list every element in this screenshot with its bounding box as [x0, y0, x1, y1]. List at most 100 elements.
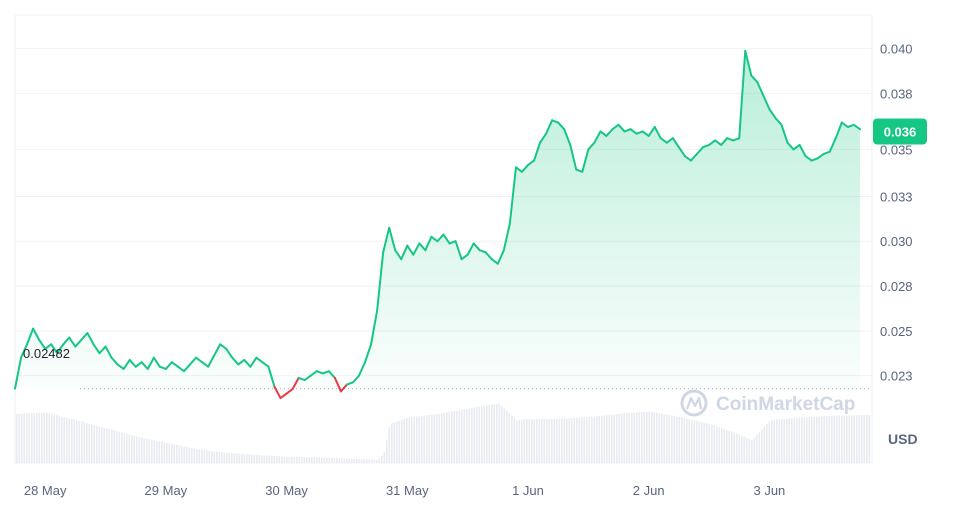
volume-bar — [318, 457, 321, 463]
volume-bar — [721, 428, 723, 463]
price-line-segment — [213, 343, 222, 357]
volume-bar — [491, 404, 493, 463]
volume-bar — [651, 411, 653, 463]
volume-bar — [33, 413, 36, 463]
volume-bar — [263, 455, 266, 463]
y-tick-label: 0.040 — [880, 42, 913, 57]
volume-bar — [748, 439, 751, 463]
price-line-segment — [339, 383, 348, 393]
price-line-segment — [840, 121, 849, 128]
price-line-segment — [116, 363, 125, 370]
volume-bar — [461, 409, 463, 463]
price-line-segment — [526, 159, 536, 167]
volume-bar — [143, 438, 146, 463]
price-line-segment — [285, 388, 294, 395]
price-line-segment — [780, 123, 789, 144]
volume-bar — [208, 450, 211, 463]
price-line-segment — [569, 143, 578, 171]
volume-bar — [43, 412, 46, 463]
volume-bar — [213, 451, 216, 463]
volume-bar — [848, 415, 851, 463]
price-line-segment — [237, 358, 246, 366]
volume-bar — [608, 414, 611, 463]
volume-bar — [773, 419, 776, 463]
volume-bar — [781, 419, 783, 463]
price-line-segment — [424, 235, 433, 252]
volume-bar — [576, 417, 578, 463]
price-line-segment — [243, 358, 252, 368]
price-line-segment — [333, 376, 342, 393]
volume-bar — [578, 417, 581, 463]
volume-bar — [96, 425, 98, 463]
volume-bar — [266, 455, 268, 463]
volume-bar — [111, 429, 113, 463]
volume-bar — [611, 414, 613, 463]
volume-bar — [196, 449, 198, 463]
volume-bar — [788, 418, 791, 463]
volume-bar — [836, 415, 838, 463]
volume-bar — [711, 424, 713, 463]
price-line-segment — [599, 130, 608, 137]
volume-bar — [401, 419, 403, 463]
price-line-segment — [44, 343, 53, 350]
price-line-segment — [146, 356, 155, 370]
volume-bar — [641, 411, 643, 463]
volume-bar — [596, 416, 598, 463]
volume-bar — [348, 458, 351, 463]
volume-bar — [286, 456, 288, 463]
volume-bar — [488, 404, 491, 463]
volume-bar — [323, 457, 326, 463]
volume-bar — [771, 420, 773, 463]
volume-bar — [243, 454, 246, 463]
price-line-segment — [98, 345, 107, 355]
volume-bar — [193, 448, 196, 463]
volume-bar — [421, 415, 423, 463]
volume-bar — [743, 436, 746, 463]
price-line-segment — [291, 376, 300, 391]
volume-bar — [718, 427, 721, 463]
price-line-segment — [744, 49, 753, 77]
volume-bar — [68, 418, 71, 463]
price-line-segment — [207, 354, 216, 368]
volume-bar — [153, 440, 156, 463]
price-line-segment — [514, 166, 523, 173]
volume-bar — [818, 416, 821, 463]
volume-bar — [646, 411, 648, 463]
volume-bar — [446, 412, 448, 463]
volume-bar — [531, 418, 533, 463]
price-line-segment — [249, 356, 258, 368]
price-line-segment — [412, 242, 421, 256]
price-line-segment — [496, 249, 505, 265]
volume-bar — [36, 412, 38, 463]
volume-bar — [856, 415, 858, 463]
volume-bar — [51, 414, 53, 463]
volume-bar — [866, 415, 868, 463]
volume-bar — [168, 443, 171, 463]
volume-bar — [841, 415, 843, 463]
volume-bar — [828, 415, 831, 463]
y-tick-label: 0.025 — [880, 324, 913, 339]
x-tick-label: 28 May — [24, 483, 67, 498]
volume-bar — [601, 415, 603, 463]
volume-bar — [113, 430, 116, 463]
volume-bar — [296, 456, 298, 463]
volume-bar — [556, 418, 558, 463]
volume-bar — [176, 444, 178, 463]
volume-bar — [736, 433, 738, 463]
price-line-segment — [756, 81, 765, 97]
x-tick-label: 31 May — [386, 483, 429, 498]
volume-bar — [86, 423, 88, 463]
volume-bar — [573, 417, 576, 463]
volume-bar — [853, 415, 856, 463]
price-line-segment — [400, 244, 409, 261]
price-line-segment — [448, 240, 457, 245]
price-line-segment — [170, 361, 179, 368]
volume-bar — [593, 416, 596, 463]
price-line-segment — [665, 137, 674, 144]
volume-bar — [631, 412, 633, 463]
price-line-segment — [382, 226, 391, 254]
price-line-segment — [62, 336, 71, 346]
price-line-segment — [611, 123, 620, 131]
y-tick-label: 0.038 — [880, 86, 913, 101]
price-line-segment — [279, 392, 288, 400]
